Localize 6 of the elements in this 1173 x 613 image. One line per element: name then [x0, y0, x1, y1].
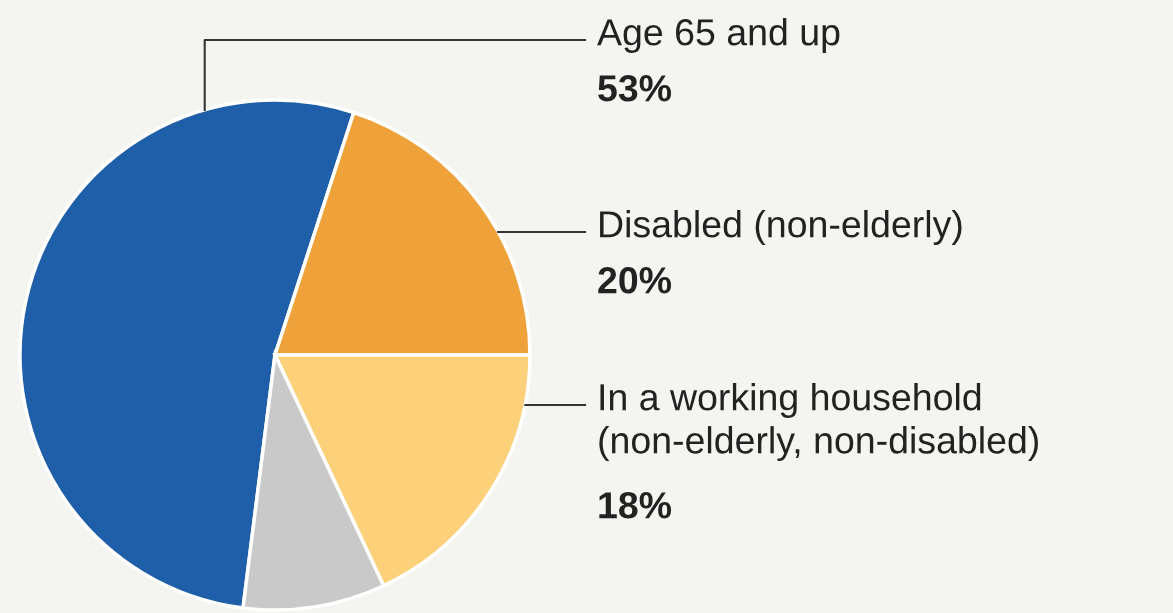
data-label: 53% — [598, 74, 672, 102]
data-label: 18% — [599, 491, 672, 519]
slice-label: In a working household (non-elderly, non-disabled) — [599, 383, 1038, 462]
data-label: 20% — [598, 266, 672, 294]
slice-label: Disabled (non-elderly) — [600, 210, 962, 245]
slice-label: Age 65 and up — [597, 18, 840, 53]
